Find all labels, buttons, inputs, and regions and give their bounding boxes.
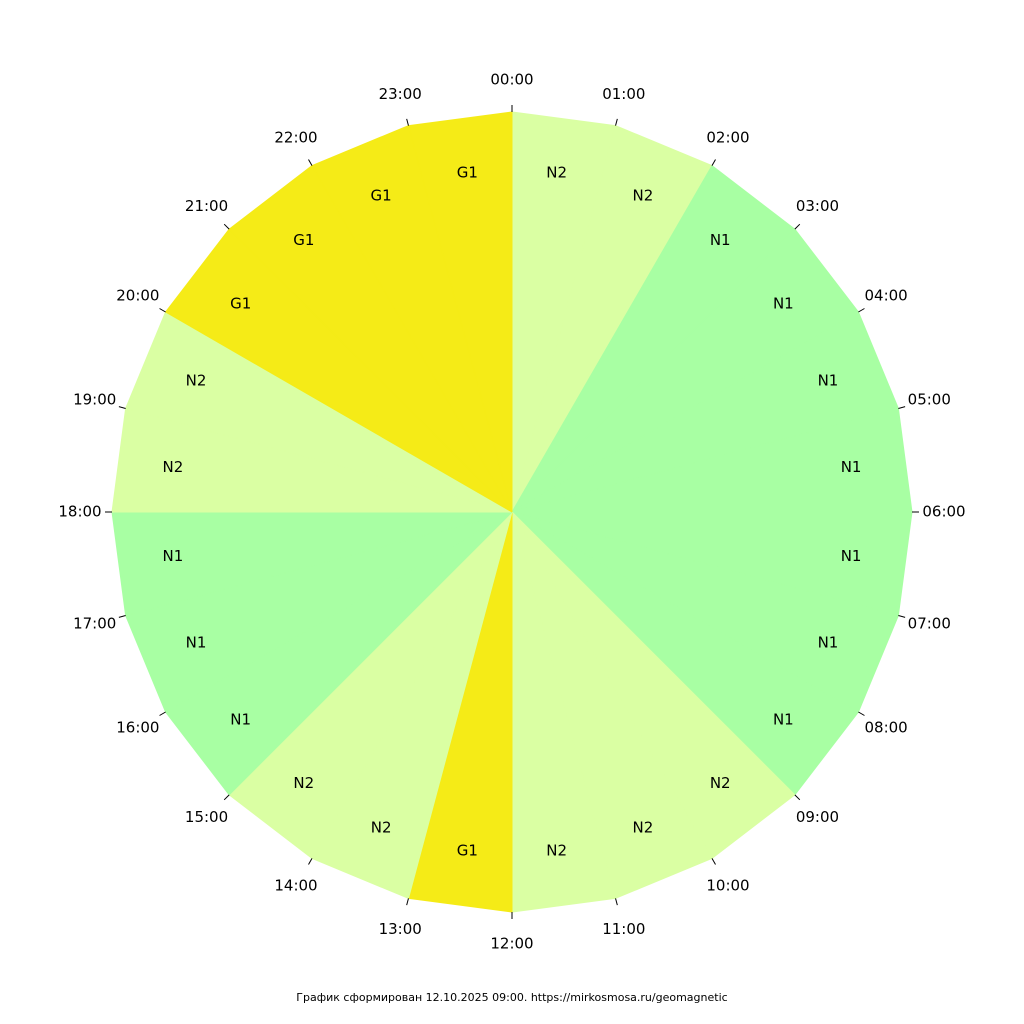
level-label-22: G1 [371, 187, 392, 205]
hour-ticks [105, 105, 919, 919]
hour-label-15: 15:00 [185, 808, 228, 826]
hour-tick-10 [711, 858, 716, 865]
level-label-17: N1 [163, 547, 184, 565]
hour-label-4: 04:00 [865, 287, 908, 305]
hour-label-2: 02:00 [706, 128, 749, 146]
hour-tick-7 [898, 615, 906, 618]
hour-tick-15 [223, 794, 230, 801]
hour-label-10: 10:00 [706, 877, 749, 895]
hour-tick-22 [308, 159, 313, 166]
hour-tick-16 [159, 711, 166, 716]
hour-label-11: 11:00 [602, 920, 645, 938]
level-label-6: N1 [841, 547, 862, 565]
hour-label-3: 03:00 [796, 197, 839, 215]
chart-footer: График сформирован 12.10.2025 09:00. htt… [296, 991, 728, 1004]
hour-label-23: 23:00 [379, 85, 422, 103]
hour-label-16: 16:00 [116, 719, 159, 737]
hour-tick-4 [858, 308, 865, 313]
hour-label-20: 20:00 [116, 287, 159, 305]
level-label-18: N2 [163, 458, 184, 476]
level-label-3: N1 [773, 294, 794, 312]
hour-label-5: 05:00 [908, 391, 951, 409]
hour-tick-20 [159, 308, 166, 313]
level-label-19: N2 [186, 372, 207, 390]
level-label-1: N2 [632, 187, 653, 205]
hour-tick-2 [711, 159, 716, 166]
level-label-21: G1 [293, 231, 314, 249]
hour-tick-8 [858, 711, 865, 716]
level-label-11: N2 [546, 842, 567, 860]
hour-tick-14 [308, 858, 313, 865]
hour-tick-1 [615, 118, 618, 126]
hour-label-12: 12:00 [490, 935, 533, 953]
level-labels: N2 N2 N1 N1 N1 N1 N1 N1 N1 N2 N2 N2 G1 N2 N2 N1 N1 N1 N2 N2… [163, 163, 862, 859]
hour-tick-19 [118, 406, 126, 409]
hour-label-18: 18:00 [58, 503, 101, 521]
level-label-8: N1 [773, 711, 794, 729]
level-label-0: N2 [546, 163, 567, 181]
level-label-4: N1 [818, 372, 839, 390]
hour-label-1: 01:00 [602, 85, 645, 103]
hour-tick-17 [118, 615, 126, 618]
hour-label-6: 06:00 [922, 503, 965, 521]
hour-label-17: 17:00 [73, 614, 116, 632]
sector-hour-23 [407, 111, 513, 513]
hour-tick-23 [406, 118, 409, 126]
hour-tick-21 [223, 223, 230, 230]
hour-label-8: 08:00 [865, 719, 908, 737]
hour-label-9: 09:00 [796, 808, 839, 826]
level-label-15: N1 [230, 711, 251, 729]
level-label-7: N1 [818, 633, 839, 651]
hour-label-7: 07:00 [908, 614, 951, 632]
level-sectors [111, 111, 913, 913]
level-label-10: N2 [632, 818, 653, 836]
hour-tick-11 [615, 898, 618, 906]
hour-tick-3 [794, 223, 801, 230]
hour-label-19: 19:00 [73, 391, 116, 409]
hour-label-13: 13:00 [379, 920, 422, 938]
hour-tick-5 [898, 406, 906, 409]
hour-label-21: 21:00 [185, 197, 228, 215]
level-label-9: N2 [710, 774, 731, 792]
hour-tick-9 [794, 794, 801, 801]
level-label-13: N2 [371, 818, 392, 836]
level-label-23: G1 [457, 163, 478, 181]
hour-labels: 00:00 01:00 02:00 03:00 04:00 05:00 06:00 07:00… [58, 71, 965, 953]
level-label-14: N2 [293, 774, 314, 792]
level-label-5: N1 [841, 458, 862, 476]
level-label-12: G1 [457, 842, 478, 860]
level-label-16: N1 [186, 633, 207, 651]
level-label-20: G1 [230, 294, 251, 312]
hour-label-22: 22:00 [274, 128, 317, 146]
level-label-2: N1 [710, 231, 731, 249]
hour-label-14: 14:00 [274, 877, 317, 895]
hour-label-0: 00:00 [490, 71, 533, 89]
hour-tick-13 [406, 898, 409, 906]
